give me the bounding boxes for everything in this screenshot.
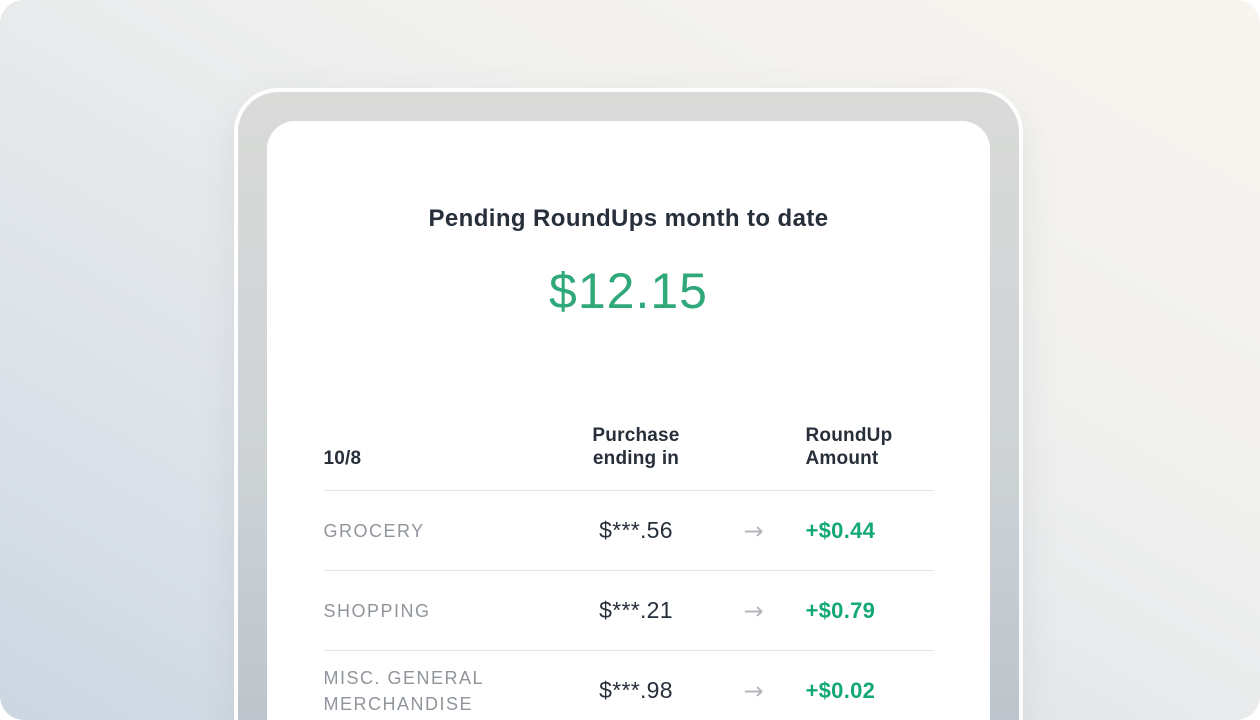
roundup-header-line2: Amount <box>805 448 879 469</box>
arrow-right-icon: → <box>743 516 764 545</box>
table-row-shopping[interactable]: SHOPPING $***.21 → +$0.79 <box>323 571 934 651</box>
category-label: MISC. GENERAL MERCHANDISE <box>323 667 484 714</box>
arrow-right-icon: → <box>743 676 764 705</box>
arrow-right-icon: → <box>743 596 764 625</box>
purchase-ending-value: $***.98 <box>599 677 673 703</box>
tablet-frame: Pending RoundUps month to date $12.15 10… <box>234 88 1023 720</box>
roundups-table: 10/8 Purchase ending in RoundUp Amount G… <box>323 424 934 720</box>
category-label: SHOPPING <box>323 600 431 621</box>
roundups-screen: Pending RoundUps month to date $12.15 10… <box>267 121 990 720</box>
roundup-amount-value: +$0.02 <box>805 677 876 703</box>
page-title: Pending RoundUps month to date <box>428 205 829 232</box>
purchase-header-line1: Purchase <box>592 425 680 446</box>
roundup-amount-value: +$0.79 <box>805 597 876 623</box>
category-label: GROCERY <box>323 520 425 541</box>
purchase-ending-value: $***.56 <box>599 517 673 543</box>
table-row-misc-general-merchandise[interactable]: MISC. GENERAL MERCHANDISE $***.98 → +$0.… <box>324 651 934 720</box>
purchase-header-line2: ending in <box>592 448 680 469</box>
roundup-amount-value: +$0.44 <box>805 517 876 543</box>
table-row-grocery[interactable]: GROCERY $***.56 → +$0.44 <box>323 491 934 571</box>
purchase-column-header: Purchase ending in <box>559 424 714 470</box>
pending-roundups-total: $12.15 <box>549 263 708 319</box>
purchase-ending-value: $***.21 <box>599 597 673 623</box>
roundup-header-line1: RoundUp <box>805 425 893 446</box>
table-header-row: 10/8 Purchase ending in RoundUp Amount <box>323 424 934 491</box>
date-column-header: 10/8 <box>323 448 362 469</box>
roundup-column-header: RoundUp Amount <box>794 424 934 470</box>
